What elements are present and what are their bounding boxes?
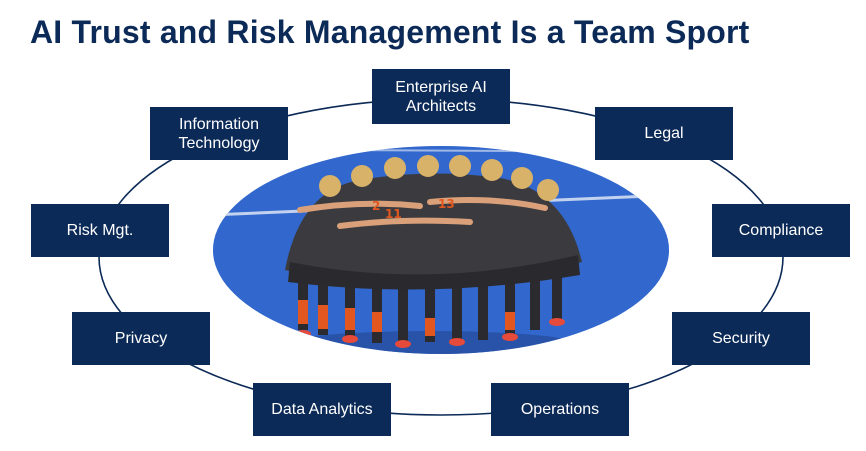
page-title: AI Trust and Risk Management Is a Team S… [30, 14, 750, 50]
svg-text:11: 11 [385, 207, 402, 221]
role-box-privacy: Privacy [72, 312, 210, 365]
role-label: Data Analytics [271, 401, 373, 418]
role-box-operations: Operations [491, 383, 629, 436]
role-label: Security [712, 330, 770, 347]
role-box-legal: Legal [595, 107, 733, 160]
role-box-compliance: Compliance [712, 204, 850, 257]
role-label: Operations [520, 401, 600, 418]
role-box-security: Security [672, 312, 810, 365]
team-huddle-photo: 11 13 2 [213, 146, 669, 354]
role-box-information-technology: Information Technology [150, 107, 288, 160]
role-box-risk-mgt: Risk Mgt. [31, 204, 169, 257]
role-box-enterprise-ai-architects: Enterprise AI Architects [372, 69, 510, 124]
role-label: Legal [644, 125, 684, 142]
role-label: Enterprise AI Architects [395, 78, 487, 115]
role-label: Compliance [738, 222, 824, 239]
role-label: Risk Mgt. [66, 222, 134, 239]
role-label: Privacy [114, 330, 168, 347]
svg-text:2: 2 [372, 199, 380, 213]
role-box-data-analytics: Data Analytics [253, 383, 391, 436]
role-label: Information Technology [178, 115, 260, 152]
svg-text:13: 13 [438, 197, 455, 211]
